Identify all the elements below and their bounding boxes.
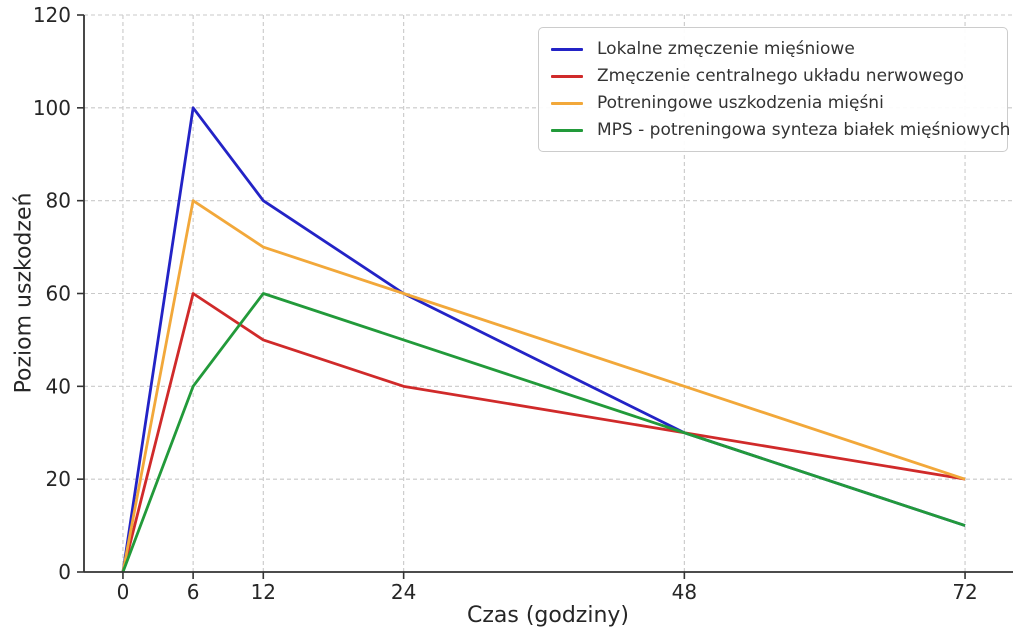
series-line-2 bbox=[121, 199, 966, 573]
y-tick-label: 80 bbox=[46, 189, 71, 213]
legend-item: Potreningowe uszkodzenia mięśni bbox=[551, 90, 997, 116]
legend-line-swatch bbox=[551, 47, 583, 51]
legend-item: Lokalne zmęczenie mięśniowe bbox=[551, 36, 997, 62]
x-tick-label: 72 bbox=[952, 580, 977, 604]
legend-item-label: Potreningowe uszkodzenia mięśni bbox=[597, 93, 884, 113]
y-tick-label: 20 bbox=[46, 467, 71, 491]
x-tick-label: 24 bbox=[391, 580, 416, 604]
legend-item-label: Zmęczenie centralnego układu nerwowego bbox=[597, 66, 964, 86]
legend-line-swatch bbox=[551, 128, 583, 132]
y-tick-label: 0 bbox=[58, 560, 71, 584]
x-axis-label: Czas (godziny) bbox=[466, 603, 630, 628]
x-tick-label: 48 bbox=[672, 580, 697, 604]
y-axis-label: Poziom uszkodzeń bbox=[11, 192, 37, 394]
y-tick-label: 100 bbox=[33, 96, 71, 120]
y-tick-label: 120 bbox=[33, 3, 71, 27]
legend-line-swatch bbox=[551, 101, 583, 105]
series-line-1 bbox=[121, 292, 966, 573]
legend-item: Zmęczenie centralnego układu nerwowego bbox=[551, 63, 997, 89]
x-tick-label: 0 bbox=[117, 580, 130, 604]
series-line-3 bbox=[121, 292, 966, 573]
x-tick-label: 6 bbox=[187, 580, 200, 604]
legend-item: MPS - potreningowa synteza białek mięśni… bbox=[551, 117, 1010, 143]
legend-line-swatch bbox=[551, 74, 583, 78]
legend-item-label: Lokalne zmęczenie mięśniowe bbox=[597, 39, 855, 59]
legend: Lokalne zmęczenie mięśniowe Zmęczenie ce… bbox=[538, 27, 1010, 152]
y-tick-label: 60 bbox=[46, 282, 71, 306]
y-tick-label: 40 bbox=[46, 374, 71, 398]
legend-item-label: MPS - potreningowa synteza białek mięśni… bbox=[597, 120, 1011, 140]
x-tick-label: 12 bbox=[251, 580, 276, 604]
